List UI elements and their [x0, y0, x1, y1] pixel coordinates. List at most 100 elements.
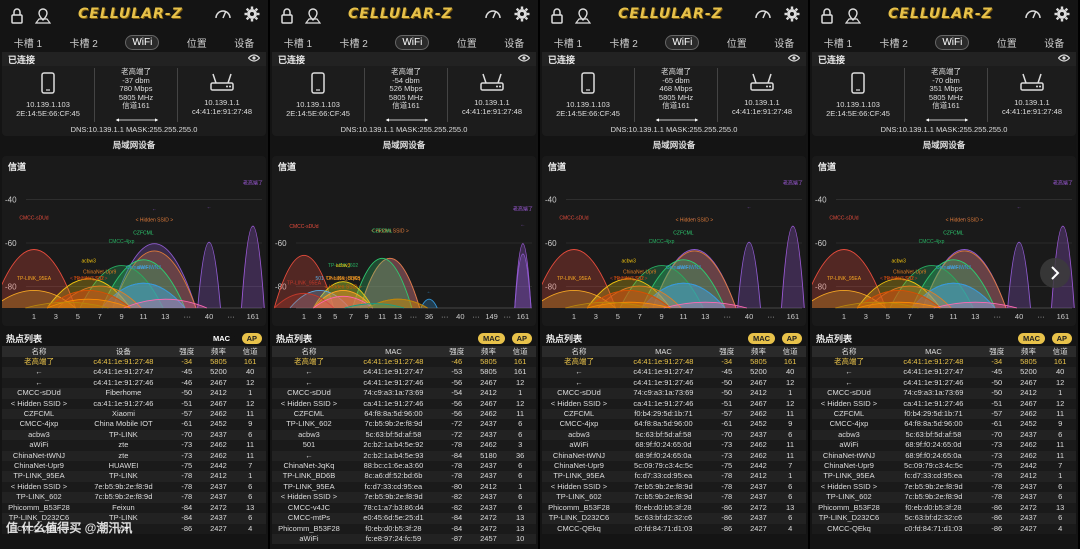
- tab-1[interactable]: 卡槽 2: [339, 38, 368, 50]
- table-row[interactable]: ChinaNet-tWNJ zte -73 2462 11: [2, 450, 266, 462]
- table-row[interactable]: acbw3 5c:63:bf:5d:af:58 -70 2437 6: [812, 429, 1076, 441]
- ap-toggle-button[interactable]: AP: [781, 333, 802, 344]
- table-row[interactable]: CMCC-QEkq zte -86 2427 4: [2, 523, 266, 534]
- table-row[interactable]: CMCC-sDUd Fiberhome -50 2412 1: [2, 388, 266, 399]
- table-row[interactable]: 老高端了 c4:41:1e:91:27:48 -34 5805 161: [542, 357, 806, 368]
- eye-icon[interactable]: [247, 54, 261, 64]
- tab-4[interactable]: 设备: [774, 38, 795, 50]
- tab-1[interactable]: 卡槽 2: [879, 38, 908, 50]
- table-row[interactable]: < Hidden SSID >7e:b5:9b:2e:f8:9d -78 2437 6: [2, 481, 266, 493]
- table-row[interactable]: ← c4:41:1e:91:27:47 -45 5200 40: [2, 367, 266, 378]
- tab-2[interactable]: WiFi: [395, 34, 430, 50]
- lock-icon[interactable]: [8, 7, 26, 25]
- table-row[interactable]: TP-LINK_602 7c:b5:9b:2e:f8:9d -78 2437 6: [812, 492, 1076, 503]
- gear-icon[interactable]: [514, 6, 530, 27]
- table-row[interactable]: CMCC-mtPs e0:45:6d:5e:25:d1 -84 2472 13: [272, 513, 536, 524]
- eye-icon[interactable]: [787, 54, 801, 64]
- table-row[interactable]: TP-LINK_BD6B 8c:a6:df:52:bd:6b -78 2437 6: [272, 471, 536, 482]
- tab-0[interactable]: 卡槽 1: [283, 38, 313, 50]
- lock-icon[interactable]: [818, 7, 836, 25]
- table-row[interactable]: CZFCML 64:f8:8a:5d:96:00 -56 2462 11: [272, 409, 536, 420]
- next-image-button[interactable]: [1040, 258, 1070, 288]
- tab-4[interactable]: 设备: [504, 38, 525, 50]
- table-row[interactable]: CZFCML f0:b4:29:5d:1b:71 -57 2462 11: [542, 409, 806, 420]
- table-row[interactable]: < Hidden SSID > ca:41:1e:91:27:46 -51 2467 1…: [812, 398, 1076, 410]
- table-row[interactable]: ← c4:41:1e:91:27:46 -56 2467 12: [272, 377, 536, 389]
- tab-0[interactable]: 卡槽 1: [553, 38, 583, 50]
- table-row[interactable]: < Hidden SSID >7e:b5:9b:2e:f8:9d -78 2437 6: [542, 481, 806, 493]
- tab-0[interactable]: 卡槽 1: [13, 38, 43, 50]
- table-row[interactable]: ← c4:41:1e:91:27:47 -45 5200 40: [812, 367, 1076, 378]
- gear-icon[interactable]: [244, 6, 260, 27]
- table-row[interactable]: 老高端了 c4:41:1e:91:27:48 -46 5805 161: [272, 357, 536, 368]
- table-row[interactable]: < Hidden SSID > ca:41:1e:91:27:46 -51 2467 1…: [2, 398, 266, 410]
- table-row[interactable]: 老高端了 c4:41:1e:91:27:48 -34 5805 161: [812, 357, 1076, 368]
- table-row[interactable]: ChinaNet-tWNJ 68:9f:f0:24:65:0a -73 2462 11: [542, 450, 806, 462]
- table-row[interactable]: TP-LINK_95EA fc:d7:33:cd:95:ea -78 2412 1: [542, 471, 806, 482]
- lock-icon[interactable]: [278, 7, 296, 25]
- tab-3[interactable]: 位置: [996, 38, 1017, 50]
- table-row[interactable]: CMCC-QEkq c0:fd:84:71:d1:03 -86 2427 4: [542, 523, 806, 534]
- table-row[interactable]: acbw3 5c:63:bf:5d:af:58 -72 2437 6: [272, 429, 536, 441]
- table-row[interactable]: TP-LINK_D232C6 5c:63:bf:d2:32:c6 -86 2437 6: [812, 513, 1076, 524]
- table-row[interactable]: < Hidden SSID > ca:41:1e:91:27:46 -56 2467 1…: [272, 398, 536, 410]
- table-row[interactable]: ChinaNet-Upr9 5c:09:79:c3:4c:5c -75 2442 7: [812, 461, 1076, 472]
- table-row[interactable]: 老高端了 c4:41:1e:91:27:48 -34 5805 161: [2, 357, 266, 368]
- table-row[interactable]: CZFCML f0:b4:29:5d:1b:71 -57 2462 11: [812, 409, 1076, 420]
- table-row[interactable]: CMCC-sDUd 74:c9:a3:1a:73:69 -50 2412 1: [542, 388, 806, 399]
- table-row[interactable]: ← c4:41:1e:91:27:46 -50 2467 12: [812, 377, 1076, 389]
- table-row[interactable]: ChinaNet-JqKq 88:bc:c1:6e:a3:60 -78 2437 6: [272, 461, 536, 472]
- table-row[interactable]: ← c4:41:1e:91:27:47 -45 5200 40: [542, 367, 806, 378]
- location-icon[interactable]: [34, 7, 52, 25]
- speedometer-icon[interactable]: [484, 6, 502, 27]
- table-row[interactable]: TP-LINK_95EA fc:d7:33:cd:95:ea -80 2412 1: [272, 481, 536, 493]
- tab-2[interactable]: WiFi: [665, 34, 700, 50]
- location-icon[interactable]: [574, 7, 592, 25]
- table-row[interactable]: < Hidden SSID >7e:b5:9b:2e:f8:9d -78 2437 6: [812, 481, 1076, 493]
- table-row[interactable]: < Hidden SSID >7e:b5:9b:2e:f8:9d -82 2437 6: [272, 492, 536, 503]
- lock-icon[interactable]: [548, 7, 566, 25]
- tab-1[interactable]: 卡槽 2: [609, 38, 638, 50]
- tab-2[interactable]: WiFi: [125, 34, 160, 50]
- table-row[interactable]: 501 2c:b2:1a:b4:5e:92 -78 2462 3: [272, 440, 536, 451]
- ap-toggle-button[interactable]: AP: [511, 333, 532, 344]
- table-row[interactable]: CMCC-4jxp 64:f8:8a:5d:96:00 -61 2452 9: [542, 419, 806, 430]
- tab-0[interactable]: 卡槽 1: [823, 38, 853, 50]
- table-row[interactable]: ← c4:41:1e:91:27:47 -53 5805 161: [272, 367, 536, 378]
- table-row[interactable]: aWiFi fc:e8:97:24:fc:59 -87 2457 10: [272, 533, 536, 545]
- location-icon[interactable]: [304, 7, 322, 25]
- tab-1[interactable]: 卡槽 2: [69, 38, 98, 50]
- table-row[interactable]: TP-LINK_D232C6 TP-LINK -84 2437 6: [2, 513, 266, 524]
- table-row[interactable]: ChinaNet-Upr9 HUAWEI -75 2442 7: [2, 461, 266, 472]
- table-row[interactable]: CMCC-4jxp China Mobile IOT -61 2452 9: [2, 419, 266, 430]
- gear-icon[interactable]: [784, 6, 800, 27]
- tab-2[interactable]: WiFi: [935, 34, 970, 50]
- table-row[interactable]: CMCC-v4JC 78:c1:a7:b3:86:d4 -82 2437 6: [272, 502, 536, 514]
- speedometer-icon[interactable]: [754, 6, 772, 27]
- table-row[interactable]: TP-LINK_602 7c:b5:9b:2e:f8:9d -78 2437 6: [2, 492, 266, 503]
- table-row[interactable]: TP-LINK_95EA TP-LINK -78 2412 1: [2, 471, 266, 482]
- speedometer-icon[interactable]: [214, 6, 232, 27]
- table-row[interactable]: acbw3 5c:63:bf:5d:af:58 -70 2437 6: [542, 429, 806, 441]
- table-row[interactable]: CMCC-sDUd 74:c9:a3:1a:73:69 -54 2412 1: [272, 388, 536, 399]
- table-row[interactable]: Phicomm_B53F28 Feixun -84 2472 13: [2, 502, 266, 514]
- location-icon[interactable]: [844, 7, 862, 25]
- table-row[interactable]: CZFCML Xiaomi -57 2462 11: [2, 409, 266, 420]
- tab-4[interactable]: 设备: [1044, 38, 1065, 50]
- table-row[interactable]: ChinaNet-Upr9 5c:09:79:c3:4c:5c -75 2442 7: [542, 461, 806, 472]
- table-row[interactable]: ← 2c:b2:1a:b4:5e:93 -84 5180 36: [272, 450, 536, 462]
- mac-toggle-button[interactable]: MAC: [207, 333, 236, 344]
- lan-devices-button[interactable]: 局域网设备: [922, 140, 966, 150]
- table-row[interactable]: aWiFi zte -73 2462 11: [2, 440, 266, 451]
- eye-icon[interactable]: [1057, 54, 1071, 64]
- tab-4[interactable]: 设备: [234, 38, 255, 50]
- table-row[interactable]: ChinaNet-tWNJ 68:9f:f0:24:65:0a -73 2462 11: [812, 450, 1076, 462]
- ap-toggle-button[interactable]: AP: [241, 333, 262, 344]
- table-row[interactable]: ← c4:41:1e:91:27:46 -50 2467 12: [542, 377, 806, 389]
- lan-devices-button[interactable]: 局域网设备: [652, 140, 696, 150]
- table-row[interactable]: aWiFi 68:9f:f0:24:65:0d -73 2462 11: [542, 440, 806, 451]
- lan-devices-button[interactable]: 局域网设备: [112, 140, 156, 150]
- table-row[interactable]: TP-LINK_D232C6 5c:63:bf:d2:32:c6 -86 2437 6: [542, 513, 806, 524]
- table-row[interactable]: ← c4:41:1e:91:27:46 -46 2467 12: [2, 377, 266, 389]
- lan-devices-button[interactable]: 局域网设备: [382, 140, 426, 150]
